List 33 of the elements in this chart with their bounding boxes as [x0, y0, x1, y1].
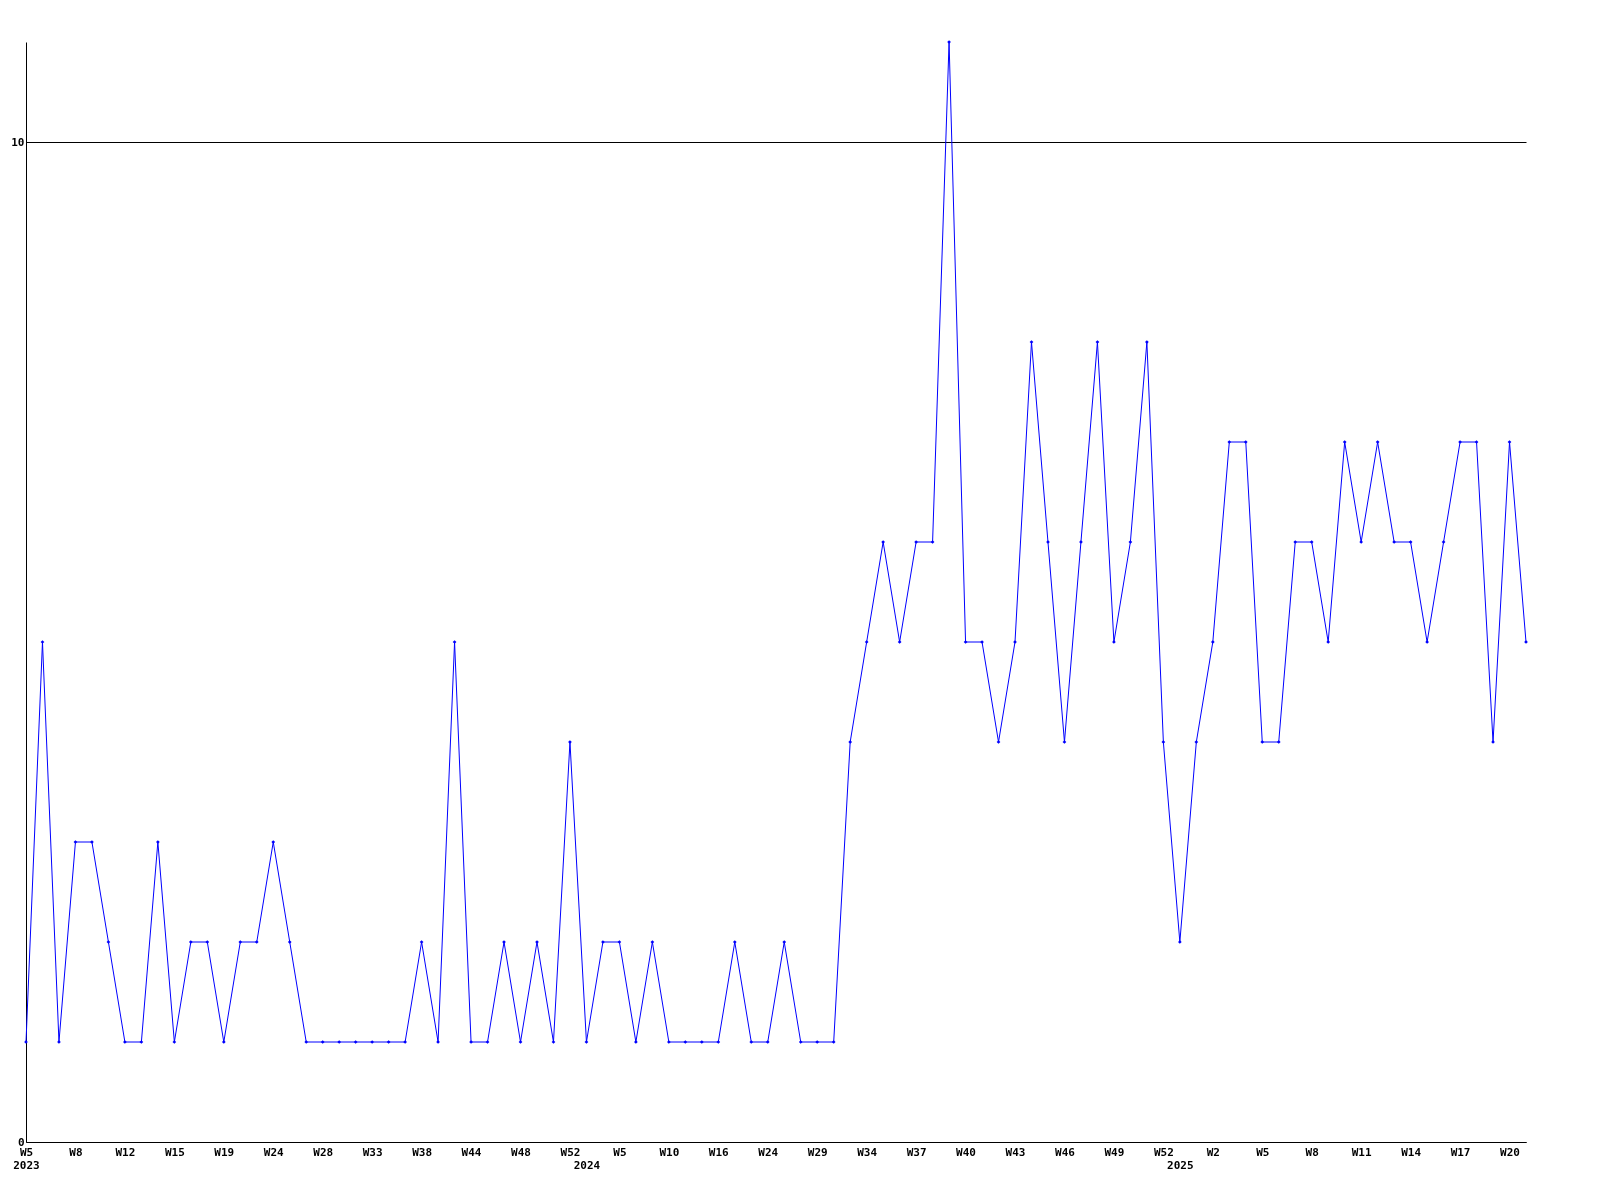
x-tick-label: W43 [1005, 1145, 1026, 1159]
x-tick-label: 2025 [1167, 1158, 1194, 1172]
x-tick-label: W24 [758, 1145, 779, 1159]
x-tick-label: W24 [263, 1145, 285, 1159]
x-tick-label: W2 [1206, 1145, 1220, 1159]
x-tick-label: W37 [906, 1145, 927, 1159]
x-tick-label: W20 [1500, 1145, 1520, 1159]
x-tick-label: W49 [1104, 1145, 1125, 1159]
x-tick-label: W40 [956, 1145, 976, 1159]
x-tick-label: W46 [1055, 1145, 1076, 1159]
x-tick-label: W52 [1153, 1145, 1174, 1159]
y-tick-label: 10 [11, 135, 25, 149]
x-tick-label: W29 [807, 1145, 828, 1159]
x-tick-label: W5 [1256, 1145, 1270, 1159]
x-tick-label: W12 [115, 1145, 136, 1159]
x-tick-label: W15 [164, 1145, 185, 1159]
x-tick-label: W33 [362, 1145, 383, 1159]
x-tick-label: W34 [857, 1145, 878, 1159]
x-tick-label: W10 [659, 1145, 680, 1159]
x-tick-label: W5 [613, 1145, 627, 1159]
x-tick-label: W48 [511, 1145, 531, 1159]
x-tick-label: W8 [1305, 1145, 1319, 1159]
x-tick-label: W14 [1401, 1145, 1422, 1159]
x-tick-label: W19 [214, 1145, 235, 1159]
x-tick-label: W44 [461, 1145, 482, 1159]
x-tick-label: W11 [1351, 1145, 1372, 1159]
x-tick-label: W38 [412, 1145, 433, 1159]
x-tick-label: 2024 [573, 1158, 601, 1172]
x-tick-label: W17 [1450, 1145, 1471, 1159]
x-tick-label: W8 [69, 1145, 83, 1159]
x-tick-label: W16 [708, 1145, 730, 1159]
x-tick-label: W52 [560, 1145, 581, 1159]
x-tick-label: W28 [313, 1145, 334, 1159]
